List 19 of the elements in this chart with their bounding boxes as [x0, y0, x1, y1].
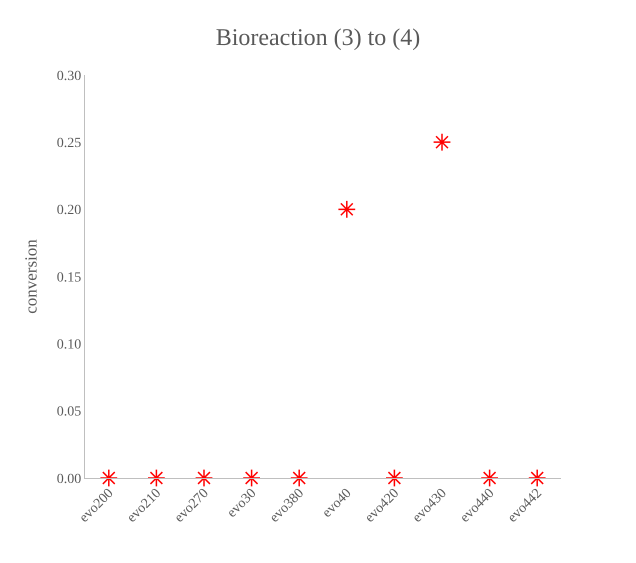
point	[194, 468, 214, 488]
point	[385, 468, 404, 488]
point	[480, 468, 499, 488]
y-tick-label: 0.05	[56, 404, 82, 420]
point	[432, 133, 452, 152]
y-tick-label: 0.20	[56, 203, 82, 218]
point	[338, 200, 356, 218]
y-tick-label: 0.10	[56, 338, 82, 353]
y-tick-label: 0.25	[56, 136, 82, 152]
y-axis-title: conversion	[21, 238, 40, 314]
point	[100, 468, 118, 488]
y-tick-label: 0.30	[56, 68, 82, 84]
y-tick-label: 0.00	[56, 472, 82, 487]
y-tick-label: 0.15	[56, 270, 82, 286]
chart-title: Bioreaction (3) to (4)	[216, 24, 420, 51]
point	[147, 468, 166, 488]
point	[242, 468, 261, 488]
point	[528, 468, 546, 488]
point	[290, 468, 308, 488]
